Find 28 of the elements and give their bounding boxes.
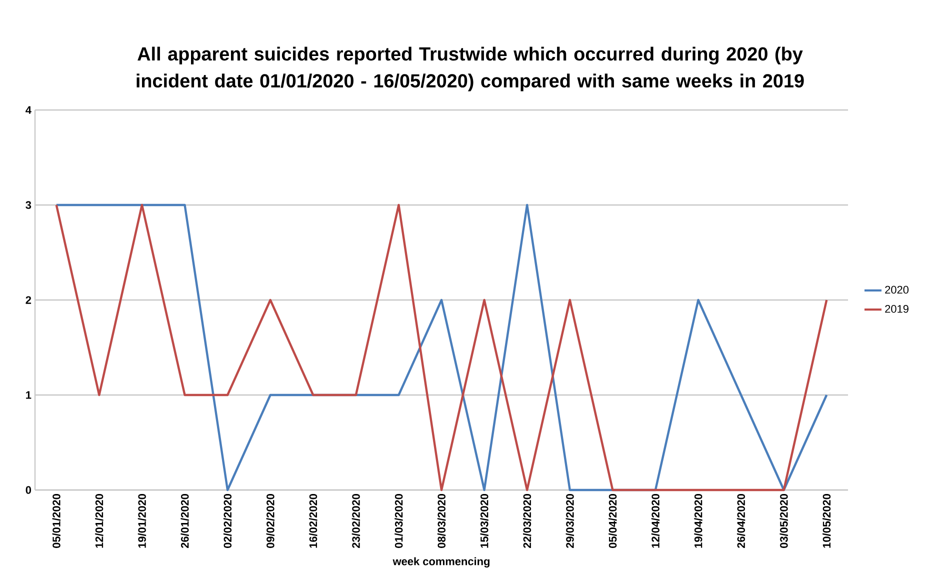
- x-tick-label: 16/02/2020: [309, 494, 318, 548]
- x-tick-label: 19/04/2020: [694, 494, 702, 548]
- x-tick-label: 09/02/2020: [266, 494, 274, 548]
- x-tick-label: 23/02/2020: [352, 494, 360, 548]
- x-tick-label: 29/03/2020: [566, 494, 574, 548]
- legend-label: 2020: [885, 286, 909, 294]
- x-tick-label: 10/05/2020: [822, 494, 831, 548]
- chart-title: All apparent suicides reported Trustwide which occurred during 2020 (by incident date 01/01/2020 - 16/05/2020) compared with same weeks in 2019: [136, 46, 804, 92]
- x-tick-label: 05/01/2020: [52, 494, 60, 548]
- y-tick-label: 2: [26, 296, 32, 304]
- x-tick-label: 02/02/2020: [223, 494, 232, 548]
- y-tick-label: 0: [26, 486, 32, 494]
- x-tick-label: 26/04/2020: [736, 494, 746, 548]
- x-tick-label: 19/01/2020: [138, 494, 146, 548]
- x-tick-label: 01/03/2020: [394, 494, 403, 548]
- x-tick-label: 22/03/2020: [523, 494, 532, 548]
- x-tick-label: 15/03/2020: [480, 494, 488, 548]
- x-tick-label: 26/01/2020: [180, 494, 189, 548]
- y-tick-label: 1: [26, 391, 32, 399]
- x-tick-label: 05/04/2020: [608, 494, 617, 548]
- x-tick-label: 03/05/2020: [780, 494, 788, 548]
- legend-label: 2019: [885, 305, 908, 313]
- x-axis-title: week commencing: [392, 557, 490, 568]
- y-tick-label: 3: [26, 201, 32, 209]
- y-tick-label: 4: [26, 106, 32, 114]
- x-tick-label: 12/01/2020: [95, 494, 104, 548]
- x-tick-label: 08/03/2020: [437, 494, 446, 548]
- x-tick-label: 12/04/2020: [651, 494, 660, 548]
